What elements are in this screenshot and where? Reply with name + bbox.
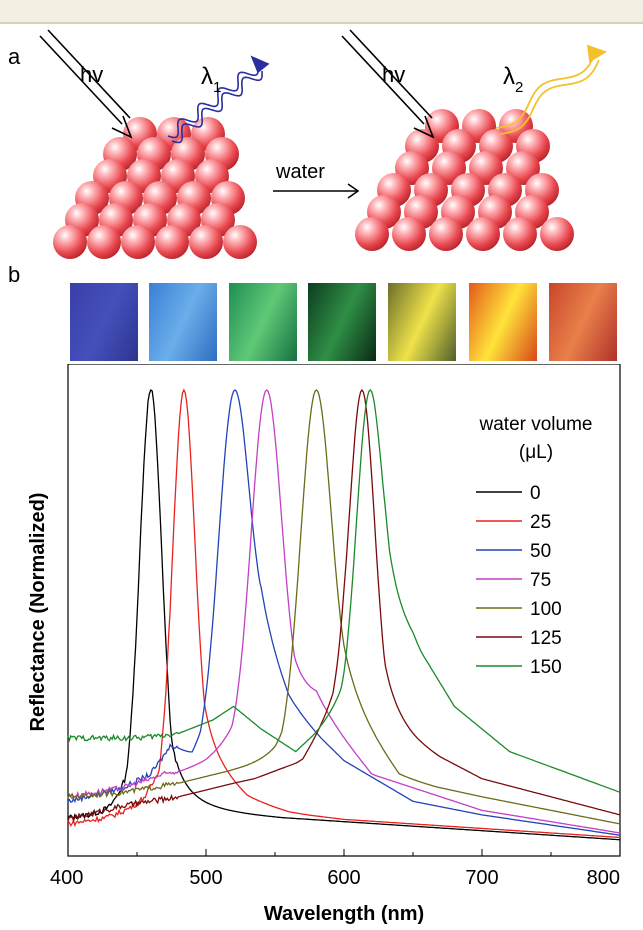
series-line-0 (67, 388, 621, 841)
sphere (466, 217, 500, 251)
swatch-125 (469, 283, 537, 361)
swatch-100 (388, 283, 456, 361)
sphere (392, 217, 426, 251)
sphere (87, 225, 121, 259)
incident-label-right: hv (382, 62, 405, 87)
water-arrow-label: water (275, 161, 325, 183)
emission-label-right: λ2 (503, 63, 523, 96)
x-tick-label: 800 (587, 867, 620, 889)
x-tick-label: 600 (327, 867, 360, 889)
incident-arrow-left (39, 29, 133, 139)
x-tick-label: 500 (189, 867, 222, 889)
sphere-pyramid-right (355, 109, 574, 251)
series-layer (67, 388, 621, 841)
reflectance-chart: 400 500 600 700 800 Wavelength (nm) Reflecta… (27, 364, 621, 925)
series-line-25 (67, 388, 621, 839)
swatch-150 (549, 283, 617, 361)
swatch-25 (149, 283, 217, 361)
sphere (53, 225, 87, 259)
sphere (223, 225, 257, 259)
sphere (503, 217, 537, 251)
sphere-pyramid-left (53, 117, 257, 259)
sphere (121, 225, 155, 259)
water-arrow (273, 183, 360, 199)
legend-label-100: 100 (530, 599, 562, 620)
top-banner (0, 0, 643, 22)
panel-a-letter: a (8, 44, 21, 69)
legend-title: water volume (479, 414, 593, 435)
swatch-75 (308, 283, 376, 361)
legend: water volume (μL) 0 25 50 75 100 125 150 (476, 414, 593, 678)
series-line-125 (67, 388, 621, 823)
legend-label-0: 0 (530, 483, 541, 504)
sphere (355, 217, 389, 251)
emission-label-left: λ1 (201, 63, 221, 96)
incident-arrow-right (341, 29, 435, 139)
x-axis-label: Wavelength (nm) (264, 903, 424, 925)
legend-label-50: 50 (530, 541, 551, 562)
swatch-50 (229, 283, 297, 361)
series-line-50 (67, 389, 621, 836)
series-line-150 (67, 389, 621, 793)
series-line-75 (67, 389, 621, 834)
sphere (189, 225, 223, 259)
y-axis-label: Reflectance (Normalized) (27, 493, 49, 732)
series-line-100 (67, 389, 621, 825)
x-axis: 400 500 600 700 800 (50, 849, 621, 889)
panel-a-illustration: hv hv λ1 λ2 water (39, 29, 608, 259)
sphere (155, 225, 189, 259)
panel-b-letter: b (8, 262, 21, 287)
top-banner-rule (0, 22, 643, 24)
legend-units: (μL) (519, 442, 553, 463)
legend-label-150: 150 (530, 657, 562, 678)
emission-wave-right (495, 44, 608, 135)
x-tick-label: 400 (50, 867, 83, 889)
legend-label-25: 25 (530, 512, 551, 533)
legend-label-125: 125 (530, 628, 562, 649)
x-tick-label: 700 (465, 867, 498, 889)
emission-wave-left (167, 55, 270, 144)
sphere (540, 217, 574, 251)
sphere (429, 217, 463, 251)
swatch-0 (70, 283, 138, 361)
legend-label-75: 75 (530, 570, 551, 591)
incident-label-left: hv (80, 62, 103, 87)
